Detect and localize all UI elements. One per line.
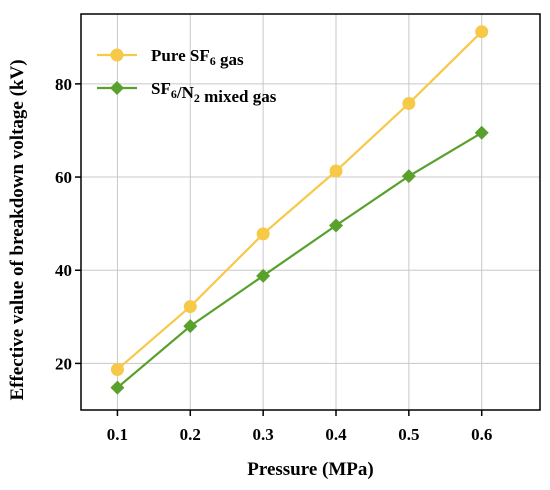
series-1-point <box>474 125 489 140</box>
x-axis-title: Pressure (MPa) <box>247 459 373 480</box>
y-tick-label: 20 <box>55 354 72 373</box>
series-1-line <box>116 131 483 389</box>
legend-swatch-marker <box>110 81 124 95</box>
legend: Pure SF6 gas SF6/N2 mixed gas <box>97 46 277 106</box>
y-tick-label: 60 <box>55 168 72 187</box>
series-1-point <box>256 268 271 283</box>
y-axis-title: Effective value of breakdown voltage (kV… <box>7 59 28 400</box>
x-tick-label: 0.1 <box>107 425 128 444</box>
series-0-point <box>256 227 270 241</box>
series-1-point <box>183 319 198 334</box>
grid <box>81 14 540 410</box>
x-tick-label: 0.5 <box>398 425 419 444</box>
x-tick-label: 0.4 <box>325 425 347 444</box>
x-tick-label: 0.2 <box>180 425 201 444</box>
series-0-point <box>329 164 343 178</box>
series-layer <box>110 25 489 395</box>
series-1-point <box>110 380 125 395</box>
y-tick-label: 80 <box>55 75 72 94</box>
series-1-point <box>401 169 416 184</box>
series-0-point <box>110 362 124 376</box>
tick-layer: 0.1 0.2 0.3 0.4 0.5 0.6 20 40 60 80 <box>55 75 492 444</box>
series-0-point <box>475 25 489 39</box>
x-tick-label: 0.6 <box>471 425 492 444</box>
x-tick-label: 0.3 <box>253 425 274 444</box>
series-0-line <box>116 30 483 371</box>
plot-frame <box>80 13 541 411</box>
legend-swatch-marker <box>110 48 124 62</box>
series-0-point <box>183 300 197 314</box>
legend-label: Pure SF6 gas <box>151 46 244 69</box>
legend-label: SF6/N2 mixed gas <box>151 79 277 106</box>
y-tick-label: 40 <box>55 261 72 280</box>
series-0-point <box>402 96 416 110</box>
series-1-point <box>329 218 343 233</box>
